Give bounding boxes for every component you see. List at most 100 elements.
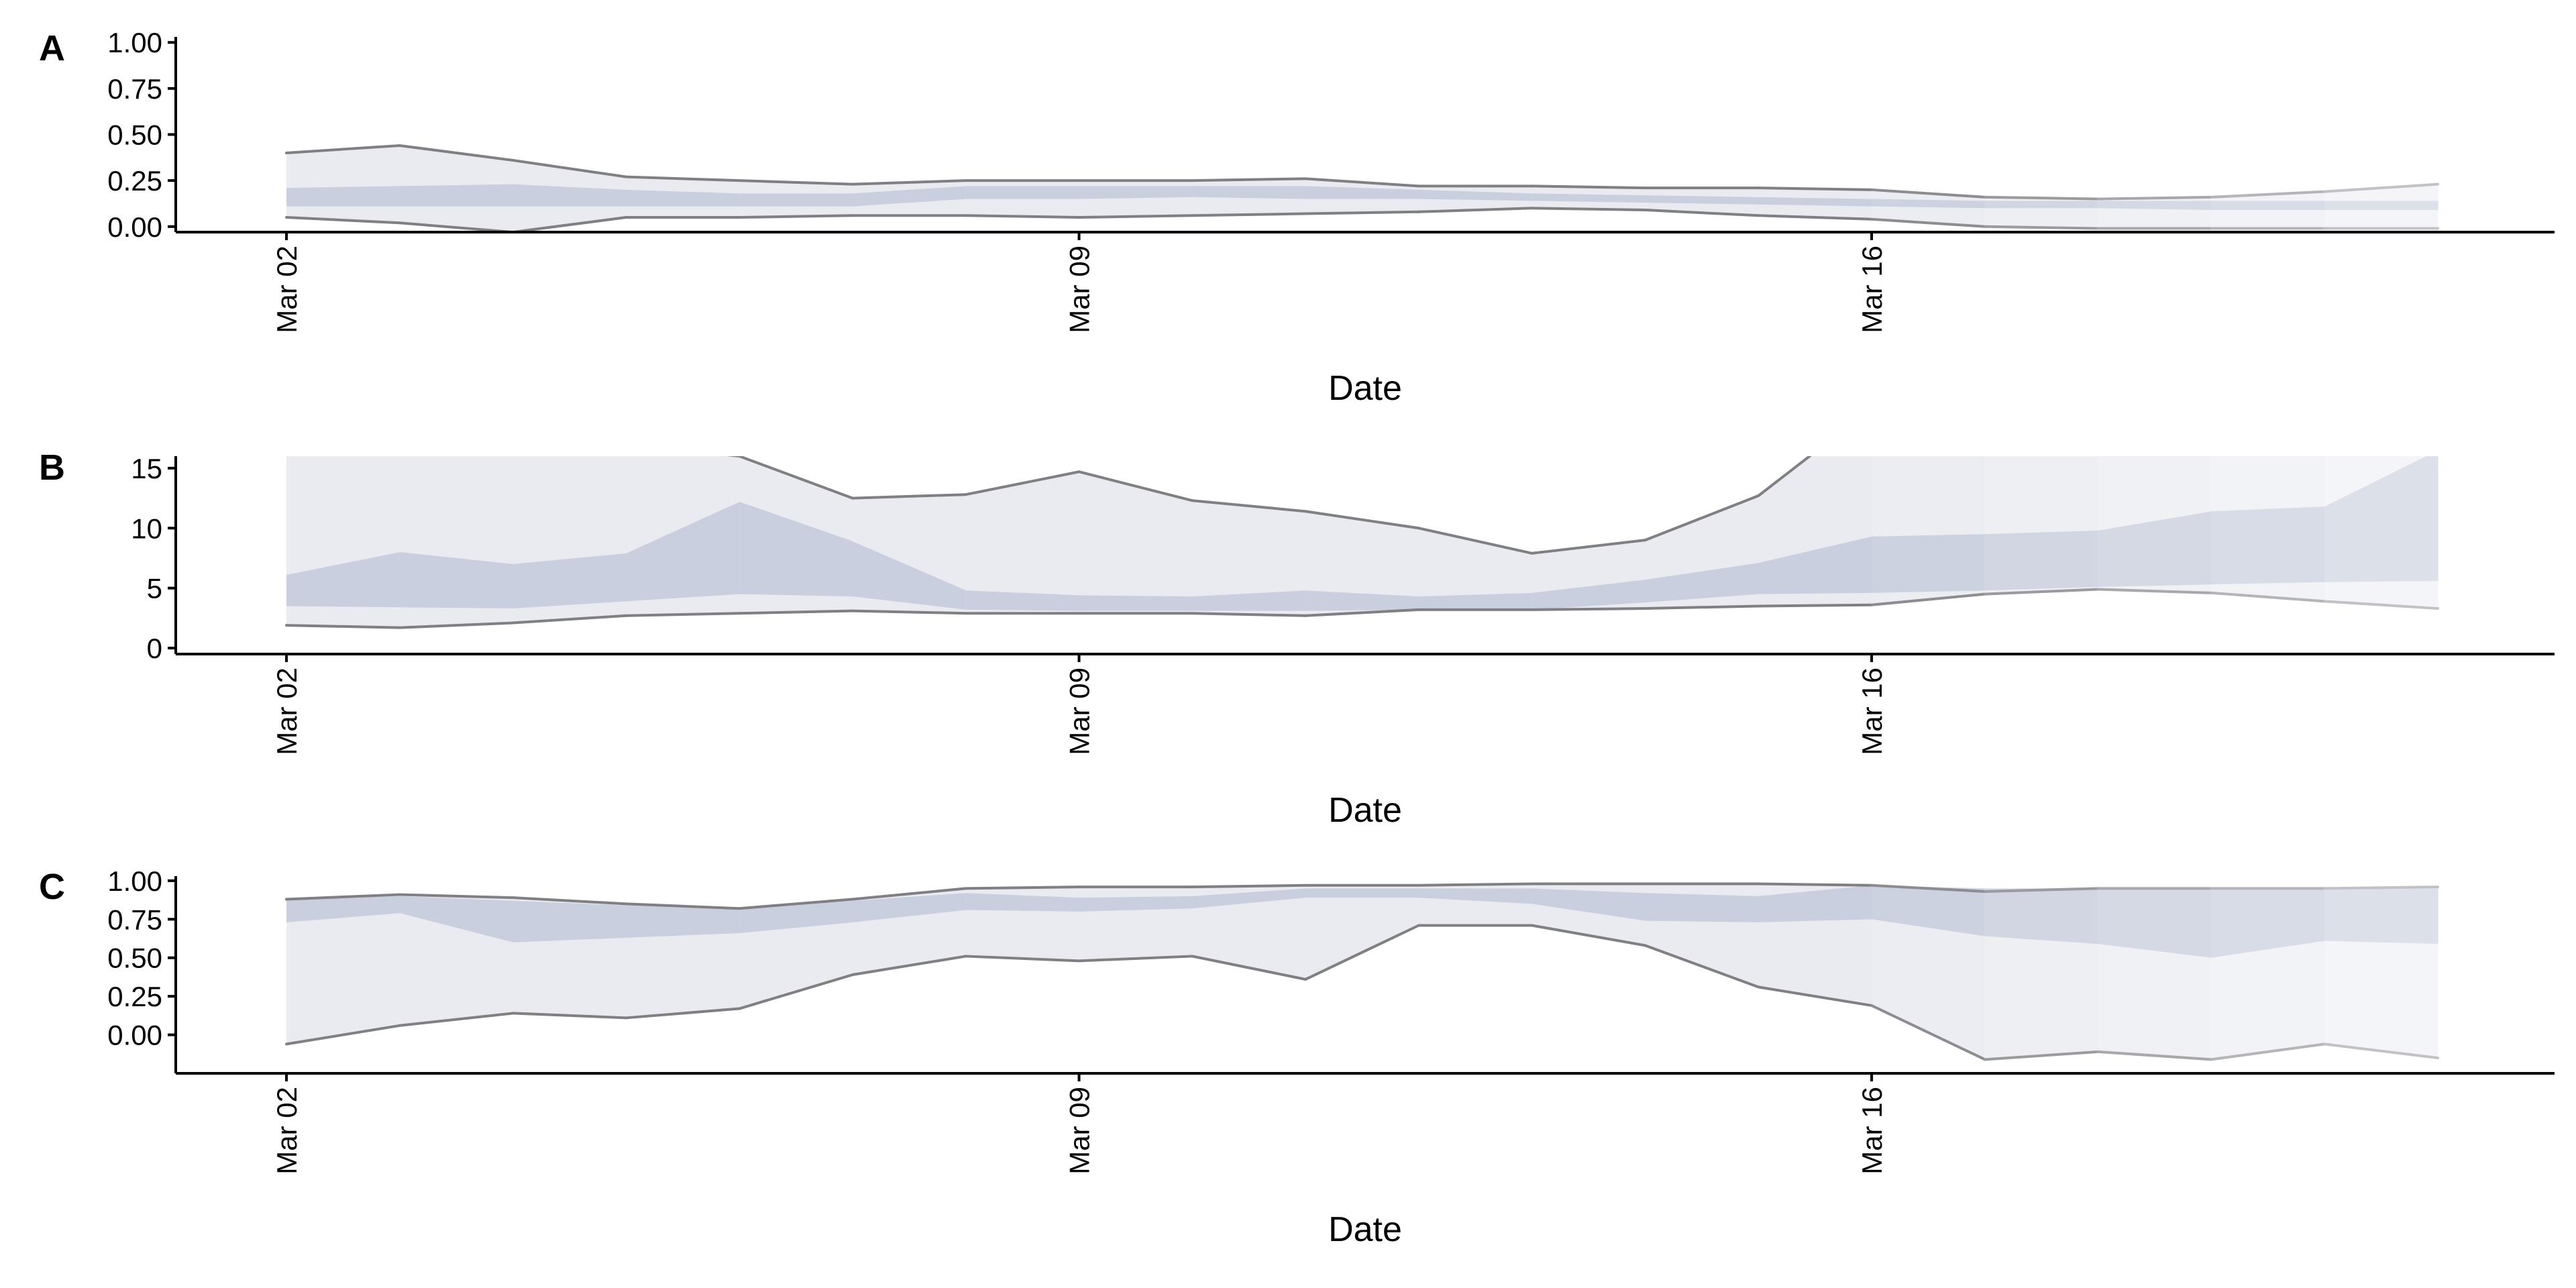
- inner-band-segment: [739, 501, 853, 597]
- upper-bound-line: [511, 896, 628, 906]
- inner-band-segment: [1984, 888, 2099, 945]
- upper-bound-line: [2323, 182, 2439, 193]
- panel-a: 0.00 0.25 0.50 0.75 1.00 Mar 02 Mar 09 Mar 16 Da…: [39, 27, 2555, 408]
- lower-bound-line: [1870, 592, 1986, 606]
- x-axis-title: Date: [1328, 1210, 1402, 1249]
- y-tick-label: 0: [147, 633, 162, 664]
- panel-label: A: [39, 28, 65, 68]
- lower-bound-line: [1757, 985, 1874, 1007]
- lower-bound-line: [1304, 210, 1420, 215]
- lower-bound-line: [285, 624, 401, 629]
- y-tick-label: 5: [147, 573, 162, 604]
- inner-band-segment: [1532, 193, 1646, 203]
- inner-band-segment: [1758, 197, 1872, 207]
- y-tick-label: 15: [131, 453, 162, 484]
- upper-bound-line: [1870, 883, 1986, 893]
- inner-band-segment: [399, 896, 514, 943]
- lower-bound-line: [511, 216, 628, 232]
- inner-band-segment: [1758, 885, 1872, 922]
- lower-bound-line: [1530, 207, 1647, 212]
- upper-bound-line: [851, 887, 967, 901]
- lower-bound-line: [1983, 1050, 2100, 1061]
- inner-band-segment: [1872, 534, 1986, 593]
- upper-bound-line: [964, 470, 1081, 496]
- x-tick-label: Mar 09: [1064, 667, 1095, 755]
- y-tick-label: 0.00: [107, 1020, 162, 1051]
- upper-bound-line: [1191, 883, 1307, 889]
- lower-bound-line: [851, 609, 967, 615]
- lower-bound-line: [2096, 1050, 2213, 1061]
- inner-band-segment: [1079, 186, 1193, 199]
- upper-bound-line: [1304, 177, 1420, 188]
- lower-bound-line: [1757, 603, 1874, 608]
- lower-bound-line: [738, 214, 854, 219]
- upper-bound-line: [285, 893, 401, 901]
- upper-bound-line: [738, 179, 854, 186]
- upper-bound-line: [1304, 510, 1420, 530]
- y-tick-label: 0.75: [107, 904, 162, 935]
- lower-bound-line: [1870, 1004, 1986, 1061]
- lower-bound-line: [964, 955, 1081, 963]
- lower-bound-line: [511, 614, 628, 625]
- upper-bound-line: [851, 493, 967, 500]
- lower-bound-line: [1983, 588, 2100, 596]
- inner-band-segment: [1532, 888, 1646, 921]
- lower-bound-line: [1191, 612, 1307, 617]
- inner-band-segment: [2211, 201, 2325, 211]
- upper-bound-line: [398, 144, 515, 162]
- outer-band-segment: [1872, 189, 1986, 227]
- upper-bound-line: [511, 158, 628, 178]
- lower-bound-line: [1530, 607, 1647, 611]
- lower-bound-line: [738, 609, 854, 615]
- upper-bound-line: [1757, 456, 1812, 497]
- lower-bound-line: [1644, 604, 1760, 610]
- outer-band-segment: [1192, 500, 1306, 616]
- inner-band-segment: [852, 541, 967, 610]
- upper-bound-line: [738, 456, 854, 500]
- inner-band-segment: [1645, 195, 1759, 205]
- lower-bound-line: [625, 1007, 741, 1020]
- lower-bound-line: [511, 1012, 628, 1020]
- x-tick-label: Mar 09: [1064, 246, 1095, 333]
- inner-band-segment: [2324, 456, 2438, 582]
- inner-band-segment: [1872, 199, 1986, 209]
- lower-bound-line: [625, 612, 741, 617]
- x-tick-label: Mar 09: [1064, 1087, 1095, 1175]
- y-tick-label: 0.00: [107, 211, 162, 243]
- upper-bound-line: [1983, 195, 2100, 201]
- lower-bound-line: [1530, 924, 1647, 947]
- lower-bound-line: [2210, 591, 2326, 603]
- inner-band-segment: [513, 900, 627, 943]
- lower-bound-line: [1644, 944, 1760, 989]
- lower-bound-line: [1417, 207, 1534, 213]
- upper-bound-line: [1417, 882, 1534, 887]
- lower-bound-line: [398, 221, 515, 232]
- outer-band-segment: [1418, 528, 1533, 610]
- upper-bound-line: [1191, 177, 1307, 182]
- inner-band-segment: [626, 905, 740, 938]
- inner-band-segment: [852, 893, 967, 922]
- lower-bound-line: [1304, 924, 1420, 981]
- y-tick-label: 1.00: [107, 27, 162, 58]
- inner-band-segment: [286, 552, 400, 608]
- outer-band-segment: [1305, 511, 1419, 616]
- y-tick-label: 0.25: [107, 165, 162, 197]
- panel-c: 0.00 0.25 0.50 0.75 1.00 Mar 02 Mar 09 Mar 16 Da…: [39, 865, 2555, 1249]
- outer-band-segment: [1305, 885, 1419, 979]
- upper-bound-line: [964, 885, 1081, 890]
- inner-band-segment: [286, 186, 400, 207]
- outer-band-segment: [1192, 885, 1306, 979]
- inner-band-segment: [1418, 189, 1533, 201]
- inner-band-segment: [1305, 186, 1419, 199]
- upper-bound-line: [851, 179, 967, 186]
- y-tick-label: 0.50: [107, 943, 162, 974]
- x-tick-label: Mar 16: [1856, 246, 1888, 333]
- inner-band-segment: [965, 186, 1080, 199]
- inner-band-segment: [1079, 595, 1193, 611]
- inner-band-segment: [965, 590, 1080, 611]
- lower-bound-line: [398, 1012, 515, 1027]
- inner-band-segment: [513, 553, 627, 609]
- inner-band-segment: [1418, 888, 1533, 904]
- inner-band-segment: [1872, 885, 1986, 936]
